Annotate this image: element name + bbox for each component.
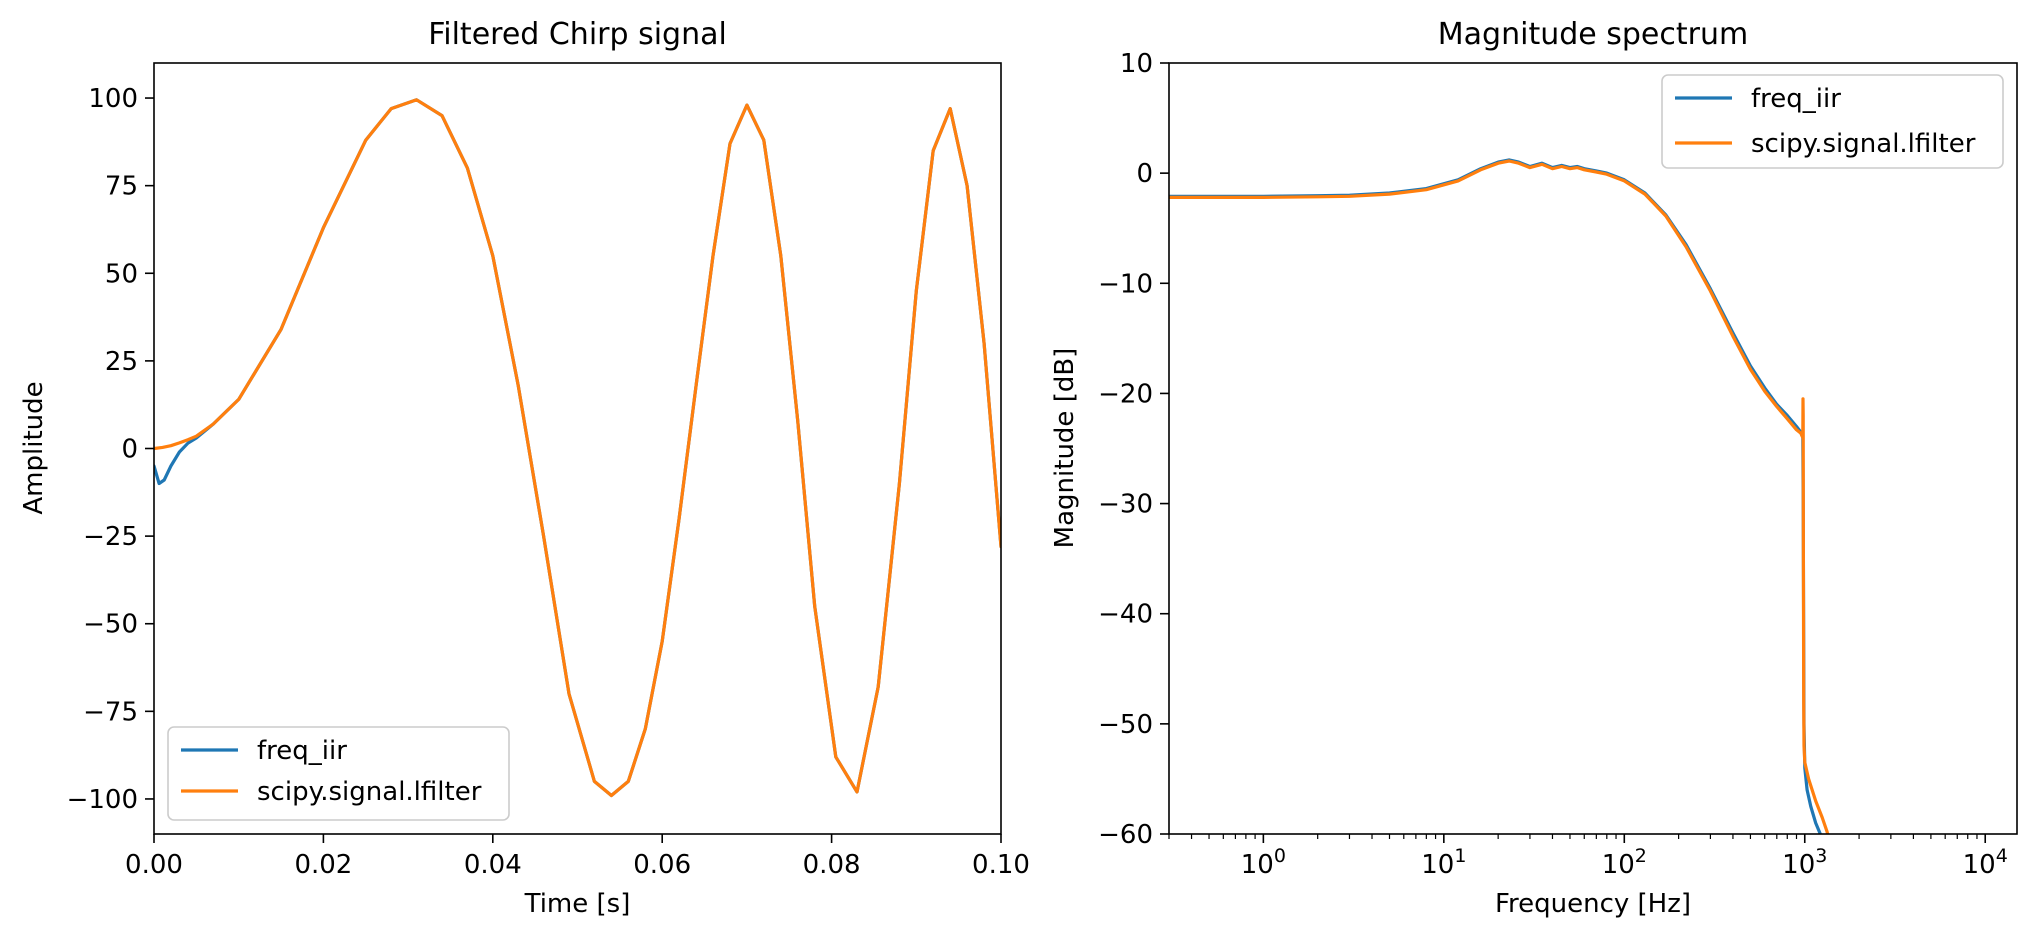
spectrum-x-axis-label: Frequency [Hz]: [1495, 889, 1691, 919]
spectrum-y-tick-label: 0: [1136, 159, 1153, 189]
chirp-y-tick-label: 50: [105, 259, 138, 289]
spectrum-series-lines: [1169, 158, 1830, 834]
chirp-chart-title: Filtered Chirp signal: [428, 17, 727, 52]
chirp-signal-panel: Filtered Chirp signal 0.00 0.02 0.04 0.06 0.…: [19, 17, 1030, 919]
chirp-axes-frame: [153, 62, 1002, 835]
spectrum-y-tick-label: −30: [1098, 490, 1153, 520]
spectrum-y-tick-label: −50: [1098, 710, 1153, 740]
chirp-x-tick-label: 0.08: [803, 850, 861, 880]
chirp-y-tick-label: 0: [121, 435, 138, 465]
chirp-y-tick-label: −100: [67, 785, 138, 815]
chirp-y-tick-label: −25: [83, 522, 138, 552]
chirp-y-tick-label: 25: [105, 347, 138, 377]
spectrum-legend-freq-iir-label: freq_iir: [1751, 84, 1841, 114]
magnitude-spectrum-panel: Magnitude spectrum 100 101 102 103 104−60−50…: [1050, 17, 2018, 919]
chirp-legend: freq_iir scipy.signal.lfilter: [167, 726, 510, 821]
chirp-ticks: 0.00 0.02 0.04 0.06 0.08 0.10 −100 −75 −50 −25 0 25…: [67, 84, 1030, 880]
chirp-y-tick-label: −75: [83, 697, 138, 727]
chirp-y-axis-label: Amplitude: [19, 381, 49, 514]
chirp-x-tick-label: 0.02: [294, 850, 352, 880]
chirp-x-tick-label: 0.10: [972, 850, 1030, 880]
chirp-x-tick-label: 0.06: [633, 850, 691, 880]
spectrum-y-tick-label: −20: [1098, 379, 1153, 409]
spectrum-axes-frame: [1168, 62, 2018, 835]
spectrum-chart-title: Magnitude spectrum: [1438, 17, 1748, 52]
spectrum-y-tick-label: 10: [1120, 49, 1153, 79]
spectrum-y-axis-label: Magnitude [dB]: [1050, 348, 1080, 549]
spectrum-x-tick-label: 104: [1963, 845, 2008, 880]
chirp-series-lines: [154, 98, 1001, 798]
spectrum-x-tick-label: 101: [1421, 845, 1466, 880]
spectrum-ticks: 100 101 102 103 104 −60 −50 −40 −30 −20 −10 0 10: [1098, 49, 2008, 880]
chirp-x-axis-label: Time [s]: [524, 889, 631, 919]
chirp-x-tick-label: 0.00: [125, 850, 183, 880]
chirp-y-tick-label: 100: [88, 84, 138, 114]
chirp-series-lfilter-line: [154, 98, 1001, 798]
spectrum-legend-lfilter-label: scipy.signal.lfilter: [1751, 129, 1976, 159]
spectrum-x-tick-label: 100: [1241, 845, 1286, 880]
chirp-x-tick-label: 0.04: [464, 850, 522, 880]
chirp-legend-lfilter-label: scipy.signal.lfilter: [257, 777, 482, 807]
spectrum-legend: freq_iir scipy.signal.lfilter: [1661, 74, 2004, 169]
spectrum-y-tick-label: −10: [1098, 269, 1153, 299]
chirp-legend-freq-iir-label: freq_iir: [257, 736, 347, 766]
spectrum-x-tick-label: 102: [1602, 845, 1647, 880]
spectrum-legend-box: [1661, 74, 2004, 169]
spectrum-y-tick-label: −60: [1098, 820, 1153, 850]
chirp-y-tick-label: −50: [83, 610, 138, 640]
spectrum-y-tick-label: −40: [1098, 600, 1153, 630]
spectrum-series-lfilter-line: [1169, 159, 1830, 834]
chirp-legend-box: [167, 726, 510, 821]
chirp-y-tick-label: 75: [105, 172, 138, 202]
spectrum-x-tick-label: 103: [1782, 845, 1827, 880]
